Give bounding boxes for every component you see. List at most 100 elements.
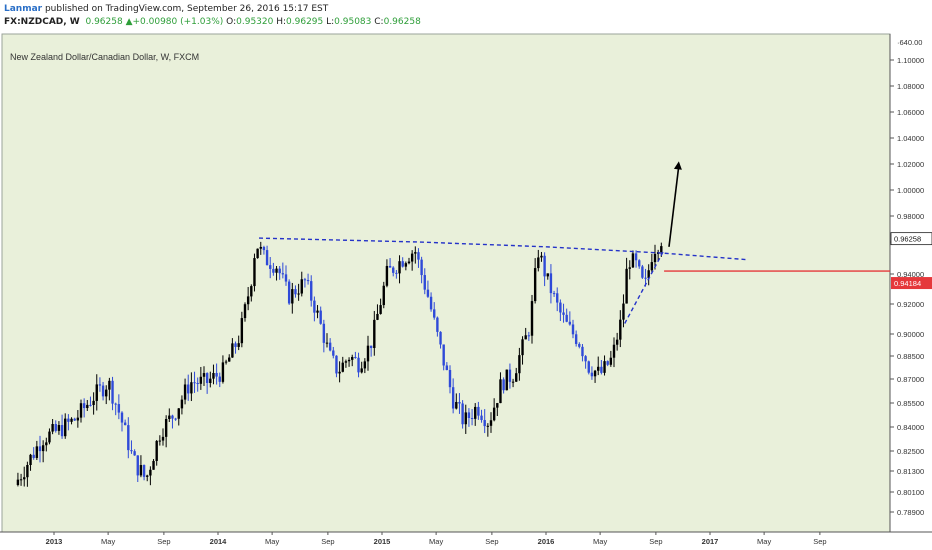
candle-down bbox=[634, 253, 638, 261]
candle-up bbox=[29, 454, 32, 466]
candle-up bbox=[344, 361, 348, 363]
candle-down bbox=[354, 356, 357, 358]
close-label: C: bbox=[374, 17, 384, 27]
candle-up bbox=[155, 440, 158, 461]
candle-down bbox=[335, 355, 338, 374]
candle-up bbox=[35, 446, 39, 458]
y-axis-ticks: 1.10000 1.08000 1.06000 1.04000 1.02000 1.000… bbox=[890, 38, 924, 517]
candle-down bbox=[262, 246, 266, 251]
candle-down bbox=[502, 379, 505, 391]
candle-up bbox=[351, 356, 354, 360]
candle-down bbox=[483, 420, 486, 427]
candle-down bbox=[480, 415, 483, 421]
candle-up bbox=[650, 262, 654, 271]
candle-up bbox=[297, 293, 300, 295]
candle-down bbox=[278, 268, 281, 274]
candle-up bbox=[612, 344, 616, 358]
candle-down bbox=[294, 289, 297, 295]
candle-down bbox=[451, 387, 455, 409]
price-tags: 0.96258 0.94184 bbox=[890, 232, 932, 290]
forecast-arrow-head-icon bbox=[673, 161, 682, 170]
current-price-label: 0.96258 bbox=[894, 235, 921, 244]
candle-down bbox=[234, 343, 237, 347]
y-tick-label: 0.85500 bbox=[897, 399, 924, 408]
time-axis[interactable] bbox=[0, 532, 932, 550]
author-link[interactable]: Lanmar bbox=[4, 4, 43, 14]
published-text: published on TradingView.com, September … bbox=[42, 4, 329, 14]
candle-down bbox=[559, 302, 562, 313]
candle-up bbox=[95, 384, 98, 401]
candle-down bbox=[89, 404, 92, 406]
candle-up bbox=[499, 379, 502, 404]
candle-up bbox=[524, 335, 527, 340]
candle-up bbox=[597, 366, 600, 371]
y-tick-label: 0.88500 bbox=[897, 352, 924, 361]
candle-up bbox=[496, 403, 499, 408]
candle-down bbox=[527, 335, 531, 337]
symbol-name[interactable]: FX:NZDCAD, W bbox=[4, 17, 80, 27]
x-tick-label: May bbox=[101, 537, 115, 546]
candle-up bbox=[625, 268, 628, 304]
candle-down bbox=[600, 366, 603, 373]
candle-up bbox=[455, 401, 458, 409]
candle-up bbox=[190, 382, 193, 394]
candle-up bbox=[221, 362, 225, 382]
candle-up bbox=[341, 362, 344, 372]
candle-down bbox=[328, 342, 332, 351]
high-value: 0.96295 bbox=[286, 17, 324, 27]
candle-up bbox=[593, 370, 597, 377]
candle-up bbox=[398, 261, 401, 274]
candle-up bbox=[86, 404, 89, 409]
candle-up bbox=[404, 263, 408, 267]
candle-up bbox=[259, 246, 262, 249]
candle-down bbox=[281, 273, 285, 275]
candle-up bbox=[275, 268, 278, 273]
candle-up bbox=[168, 415, 171, 419]
candle-down bbox=[606, 361, 609, 365]
candle-down bbox=[303, 279, 307, 281]
candle-up bbox=[243, 304, 247, 319]
candles-group bbox=[16, 241, 663, 487]
candle-down bbox=[587, 361, 590, 373]
candle-up bbox=[373, 319, 376, 349]
y-tick-label: 1.00000 bbox=[897, 186, 924, 195]
candle-down bbox=[392, 267, 395, 273]
candle-down bbox=[196, 382, 199, 384]
y-tick-label: 0.87000 bbox=[897, 375, 924, 384]
chart-title: New Zealand Dollar/Canadian Dollar, W, F… bbox=[10, 52, 199, 62]
candle-up bbox=[376, 313, 379, 320]
candle-down bbox=[127, 425, 130, 451]
x-tick-label: 2014 bbox=[210, 537, 228, 546]
candle-up bbox=[51, 424, 54, 432]
candle-up bbox=[631, 253, 635, 268]
candle-up bbox=[363, 361, 367, 369]
candle-up bbox=[76, 417, 80, 421]
candle-up bbox=[325, 342, 329, 344]
candle-up bbox=[92, 400, 95, 406]
y-tick-label: 0.90000 bbox=[897, 330, 924, 339]
candle-up bbox=[347, 359, 351, 362]
candle-down bbox=[556, 293, 559, 303]
candle-up bbox=[603, 361, 606, 373]
candle-up bbox=[250, 286, 253, 297]
candle-up bbox=[366, 345, 370, 362]
candle-up bbox=[521, 339, 524, 356]
candle-down bbox=[395, 272, 398, 274]
candle-down bbox=[98, 384, 102, 386]
candle-down bbox=[562, 312, 565, 315]
candle-down bbox=[578, 343, 581, 347]
candle-up bbox=[615, 339, 619, 345]
candle-up bbox=[338, 371, 341, 374]
y-tick-label: 0.92000 bbox=[897, 300, 924, 309]
x-tick-label: May bbox=[593, 537, 607, 546]
plot-area[interactable] bbox=[1, 33, 891, 533]
candle-up bbox=[16, 479, 20, 485]
candle-up bbox=[202, 373, 206, 377]
current-price-tag bbox=[890, 232, 932, 246]
candle-up bbox=[231, 343, 234, 358]
candle-down bbox=[369, 345, 373, 349]
candle-down bbox=[120, 412, 124, 423]
candle-up bbox=[489, 420, 493, 426]
candle-down bbox=[133, 451, 136, 456]
